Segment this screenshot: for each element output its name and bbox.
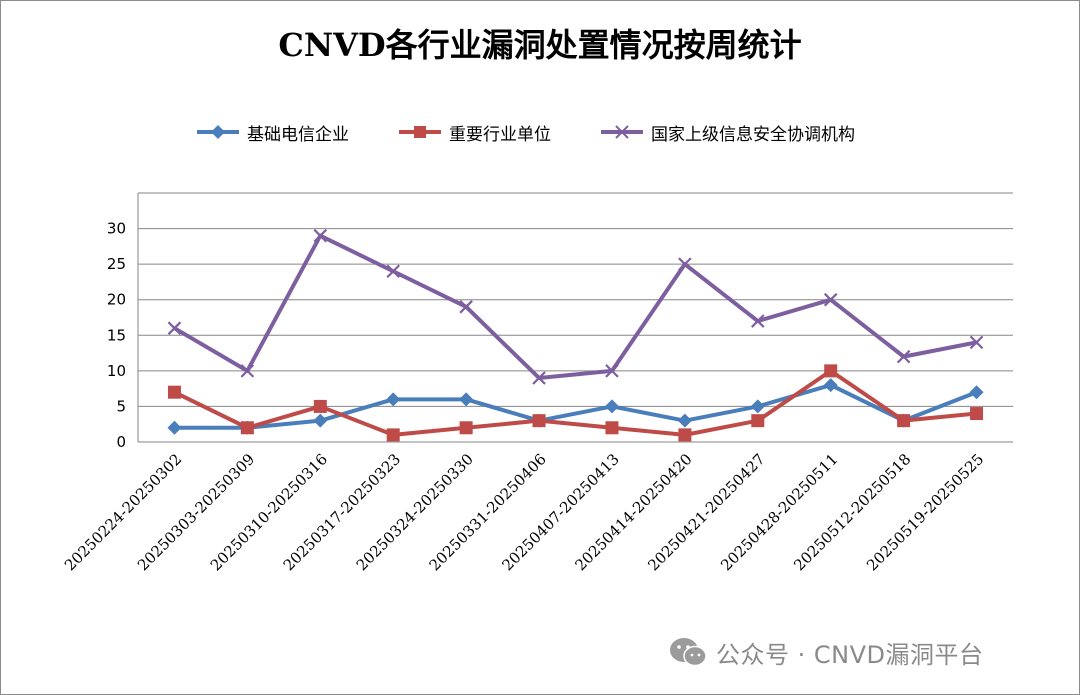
legend-item-series-1: 基础电信企业: [195, 117, 349, 147]
data-point-square: [459, 421, 473, 435]
data-point-x: [896, 349, 911, 364]
legend-marker-x: [601, 125, 643, 139]
series-line-1: [174, 383, 978, 430]
legend-label-series-1: 基础电信企业: [247, 124, 349, 145]
x-tick-label: 20250224-20250302: [61, 450, 185, 574]
data-point-diamond: [167, 420, 182, 435]
data-point-square: [313, 399, 327, 413]
data-point-square: [167, 385, 181, 399]
legend-item-series-2: 重要行业单位: [397, 117, 551, 147]
data-point-x: [386, 264, 400, 279]
data-point-square: [678, 428, 692, 442]
data-point-square: [532, 414, 546, 428]
data-point-diamond: [459, 392, 474, 407]
y-tick-label: 30: [107, 220, 126, 238]
data-point-diamond: [750, 399, 765, 414]
legend-marker-square: [399, 126, 441, 138]
legend-marker-diamond: [197, 125, 239, 139]
data-point-square: [751, 414, 765, 428]
y-tick-label: 20: [107, 291, 126, 309]
data-point-x: [313, 228, 328, 243]
legend-label-series-2: 重要行业单位: [449, 124, 551, 145]
data-point-square: [897, 414, 911, 428]
data-point-x: [823, 292, 838, 307]
data-point-x: [532, 371, 546, 385]
watermark-text: 公众号 · CNVD漏洞平台: [716, 640, 984, 669]
legend-item-series-3: 国家上级信息安全协调机构: [599, 117, 855, 147]
data-point-square: [824, 364, 838, 378]
data-point-x: [969, 335, 984, 350]
data-point-x: [605, 364, 619, 378]
data-point-diamond: [313, 413, 328, 428]
data-point-x: [167, 321, 182, 335]
data-point-x: [240, 364, 255, 378]
y-tick-label: 10: [107, 362, 126, 380]
data-point-x: [459, 300, 473, 314]
data-point-diamond: [969, 385, 984, 400]
data-point-square: [240, 421, 254, 435]
y-tick-label: 5: [116, 397, 126, 415]
watermark: 公众号 · CNVD漏洞平台: [668, 630, 984, 674]
series-line-3: [173, 233, 977, 380]
y-tick-label: 25: [107, 255, 126, 273]
y-tick-label: 15: [107, 326, 126, 344]
y-tick-label: 0: [116, 433, 126, 451]
wechat-icon: [670, 638, 707, 667]
data-point-square: [605, 421, 619, 435]
data-point-square: [970, 407, 984, 421]
series-line-2: [173, 368, 977, 437]
chart-title: CNVD各行业漏洞处置情况按周统计: [278, 26, 802, 64]
data-point-diamond: [604, 399, 619, 414]
legend: 基础电信企业 重要行业单位 国家上级信息安全协调机构: [195, 117, 915, 147]
data-point-x: [678, 257, 692, 271]
data-point-x: [751, 314, 765, 328]
data-point-diamond: [677, 413, 692, 428]
data-point-diamond: [823, 378, 838, 393]
data-point-diamond: [386, 392, 401, 407]
data-point-square: [386, 428, 400, 442]
legend-label-series-3: 国家上级信息安全协调机构: [651, 124, 855, 145]
